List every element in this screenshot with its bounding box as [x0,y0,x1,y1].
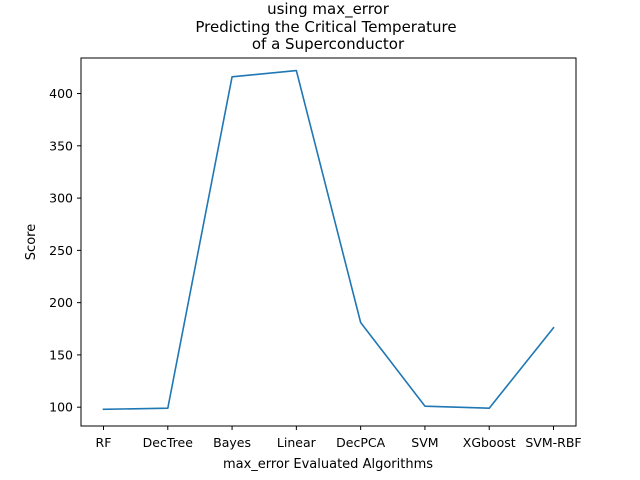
series-layer [102,69,555,411]
x-tick-label: DecTree [143,435,194,450]
y-axis: 100 150 200 250 300 350 400 [49,86,81,415]
chart-title-line-3: of a Superconductor [252,35,405,53]
x-tick-label: XGboost [463,435,516,450]
x-axis: RF DecTree Bayes Linear DecPCA SVM XGboost SVM-… [96,426,582,450]
y-tick-label: 150 [49,347,73,362]
y-tick-label: 250 [49,243,73,258]
y-tick-label: 100 [49,400,73,415]
x-tick-label: SVM [411,435,438,450]
y-tick-label: 300 [49,191,73,206]
y-tick-label: 200 [49,295,73,310]
x-tick-label: SVM-RBF [525,435,581,450]
x-tick-label: Bayes [213,435,251,450]
x-axis-label: max_error Evaluated Algorithms [223,457,433,472]
chart-title: using max_error Predicting the Critical … [195,0,456,53]
series-line [102,69,555,411]
x-tick-label: Linear [277,435,317,450]
x-tick-label: RF [96,435,112,450]
y-tick-label: 400 [49,86,73,101]
chart-title-line-2: Predicting the Critical Temperature [195,18,456,36]
plot-area-frame [80,57,577,427]
chart-title-line-1: using max_error [267,0,390,19]
y-tick-label: 350 [49,138,73,153]
y-axis-label: Score [24,224,39,260]
x-tick-label: DecPCA [336,435,385,450]
